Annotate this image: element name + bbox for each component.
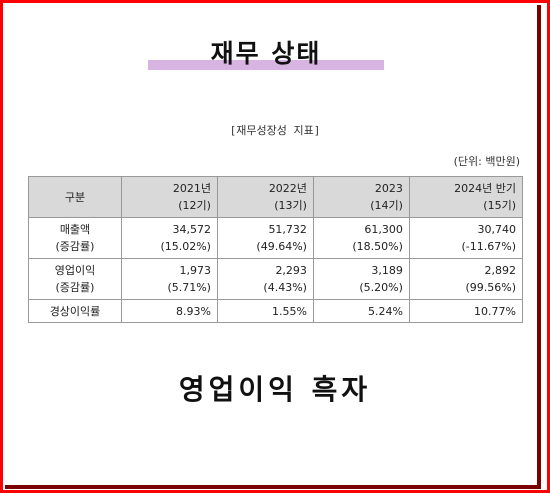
title-block: 재무 상태 (148, 34, 384, 74)
header-period: (15기) (483, 199, 516, 212)
unit-label: (단위: 백만원) (453, 155, 520, 168)
table-cell: 30,740 (-11.67%) (408, 217, 524, 259)
header-period: (12기) (178, 199, 211, 212)
header-col-2023: 2023 (14기) (312, 176, 410, 218)
frame-shadow (5, 5, 541, 489)
row-label-sub: (증감률) (55, 281, 95, 294)
cell-rate: (4.43%) (263, 281, 307, 294)
table-header-row: 구분 2021년 (12기) 2022년 (13기) 2023 (14기) 20… (28, 176, 524, 218)
header-year: 2021년 (172, 182, 211, 195)
summary-caption: 영업이익 흑자 (178, 373, 372, 406)
header-year: 2023 (374, 182, 403, 195)
cell-value: 61,300 (364, 223, 403, 236)
cell-rate: (-11.67%) (461, 240, 517, 253)
row-label: 영업이익 (증감률) (28, 258, 122, 300)
page-title: 재무 상태 (210, 39, 322, 68)
header-col-2022: 2022년 (13기) (216, 176, 314, 218)
cell-rate: (99.56%) (465, 281, 516, 294)
cell-rate: (5.71%) (167, 281, 211, 294)
cell-value: 2,293 (275, 264, 307, 277)
row-label-sub: (증감률) (55, 240, 95, 253)
row-label-main: 경상이익률 (28, 299, 122, 323)
table-cell: 34,572 (15.02%) (121, 217, 218, 259)
row-label-main: 매출액 (59, 223, 91, 236)
header-col-2021: 2021년 (12기) (121, 176, 218, 218)
table-row-ordinary-margin: 경상이익률 8.93% 1.55% 5.24% 10.77% (28, 299, 524, 323)
cell-value: 51,732 (268, 223, 307, 236)
title-highlight (148, 60, 384, 70)
header-col-2024: 2024년 반기 (15기) (408, 176, 524, 218)
header-year: 2022년 (268, 182, 307, 195)
cell-value: 2,892 (484, 264, 517, 277)
header-year: 2024년 반기 (454, 182, 516, 195)
table-cell: 2,892 (99.56%) (408, 258, 524, 300)
cell-rate: (5.20%) (359, 281, 403, 294)
cell-value: 34,572 (172, 223, 211, 236)
cell-value: 5.24% (312, 299, 410, 323)
table-cell: 3,189 (5.20%) (312, 258, 410, 300)
cell-value: 3,189 (371, 264, 403, 277)
table-cell: 1,973 (5.71%) (121, 258, 218, 300)
cell-rate: (49.64%) (256, 240, 307, 253)
financial-table: 구분 2021년 (12기) 2022년 (13기) 2023 (14기) 20… (28, 176, 524, 323)
cell-value: 1.55% (216, 299, 314, 323)
cell-rate: (18.50%) (352, 240, 403, 253)
cell-rate: (15.02%) (160, 240, 211, 253)
table-row-revenue: 매출액 (증감률) 34,572 (15.02%) 51,732 (49.64%… (28, 217, 524, 259)
table-cell: 61,300 (18.50%) (312, 217, 410, 259)
table-cell: 51,732 (49.64%) (216, 217, 314, 259)
cell-value: 1,973 (179, 264, 211, 277)
row-label-main: 영업이익 (54, 264, 96, 277)
header-period: (14기) (370, 199, 403, 212)
table-row-operating-profit: 영업이익 (증감률) 1,973 (5.71%) 2,293 (4.43%) 3… (28, 258, 524, 300)
table-cell: 2,293 (4.43%) (216, 258, 314, 300)
table-subtitle: [재무성장성 지표] (229, 124, 321, 137)
header-label: 구분 (28, 176, 122, 218)
header-period: (13기) (274, 199, 307, 212)
cell-value: 30,740 (477, 223, 517, 236)
cell-value: 10.77% (408, 299, 524, 323)
row-label: 매출액 (증감률) (28, 217, 122, 259)
cell-value: 8.93% (121, 299, 218, 323)
